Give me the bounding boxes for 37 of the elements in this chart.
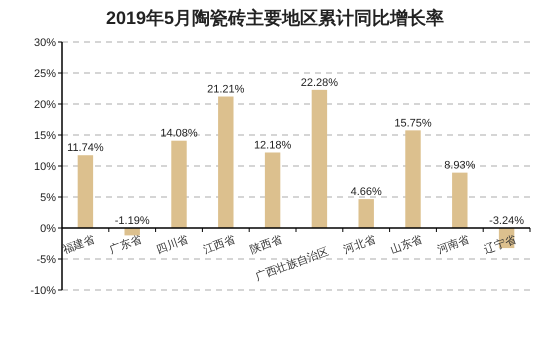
x-tick-label: 山东省 [388, 232, 424, 256]
y-tick-label: 25% [34, 68, 56, 80]
data-label: 22.28% [300, 76, 338, 89]
y-tick-label: 5% [40, 192, 56, 204]
data-label: 14.08% [160, 128, 198, 140]
data-label: 8.93% [444, 160, 476, 172]
x-tick-label: 江西省 [201, 232, 237, 256]
data-label: 21.21% [207, 84, 245, 96]
y-tick-label: 15% [34, 130, 56, 142]
x-tick-label: 河南省 [435, 232, 471, 256]
x-tick-label: 陕西省 [248, 232, 284, 256]
y-tick-label: 0% [40, 223, 56, 235]
y-tick-label: 10% [34, 161, 56, 173]
x-tick-label: 福建省 [60, 232, 96, 256]
bar [218, 96, 234, 228]
chart-title: 2019年5月陶瓷砖主要地区累计同比增长率 [106, 8, 444, 28]
y-tick-label: 30% [34, 37, 56, 49]
bar [264, 152, 280, 228]
bar [78, 155, 94, 228]
x-tick-label: 四川省 [154, 232, 190, 256]
y-tick-label: -5% [36, 254, 56, 266]
data-label: 11.74% [67, 142, 104, 154]
data-label: -3.24% [489, 215, 524, 227]
data-label: -1.19% [114, 215, 150, 227]
data-label: 15.75% [394, 117, 432, 130]
x-tick-label: 广东省 [108, 232, 144, 256]
bar [312, 90, 328, 228]
bar [405, 130, 421, 228]
data-label: 4.66% [350, 186, 382, 198]
bar [452, 172, 468, 228]
data-label: 12.18% [254, 139, 292, 152]
y-tick-label: 20% [34, 99, 56, 111]
bar [171, 140, 187, 228]
bar [358, 199, 374, 228]
x-tick-label: 辽宁省 [482, 232, 518, 256]
y-tick-label: -10% [30, 285, 56, 297]
x-tick-label: 河北省 [342, 232, 378, 256]
